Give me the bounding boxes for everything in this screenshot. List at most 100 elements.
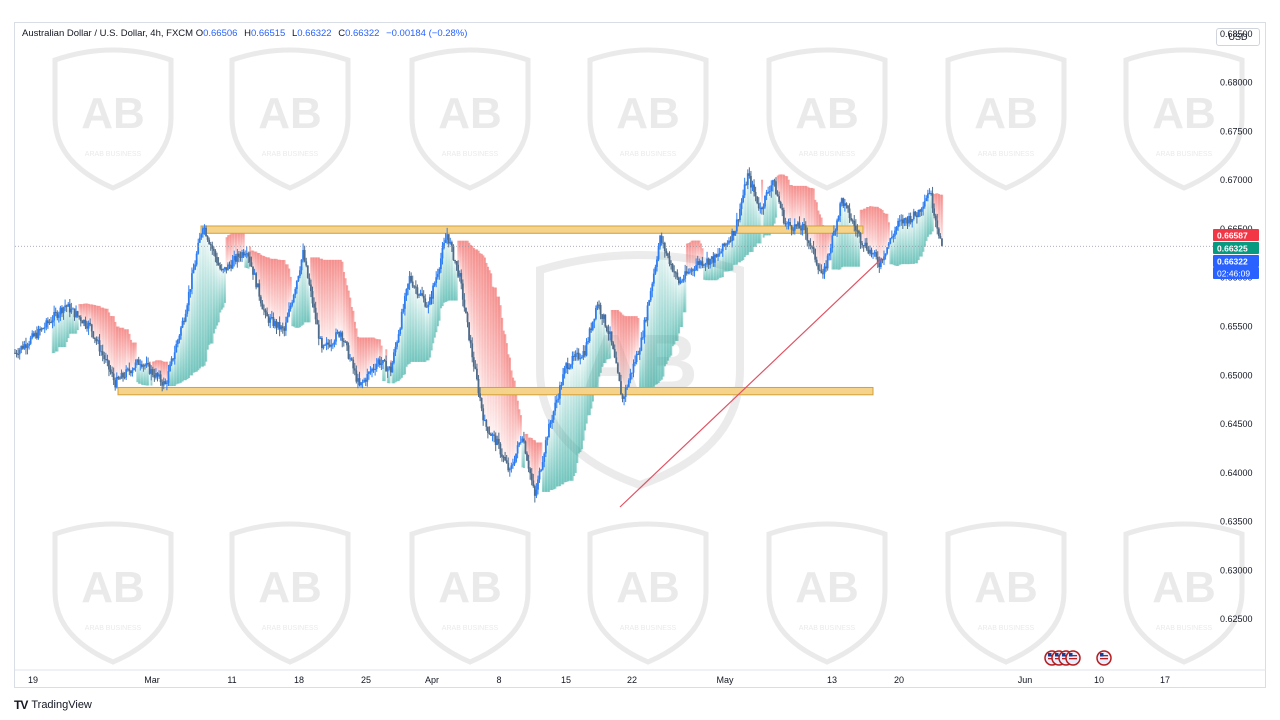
price-tick-label: 0.64000 xyxy=(1220,468,1253,478)
candle-body xyxy=(803,224,806,226)
candle-body xyxy=(886,247,889,254)
candle-body xyxy=(521,438,524,442)
candle-body xyxy=(402,308,405,312)
candle-body xyxy=(162,381,165,386)
candle-body xyxy=(715,254,718,257)
candle-body xyxy=(552,411,555,420)
candle-body xyxy=(145,362,148,366)
candle-body xyxy=(591,321,594,330)
candle-body xyxy=(383,360,386,362)
candle-body xyxy=(144,365,146,367)
candle-body xyxy=(508,468,511,471)
candle-body xyxy=(346,341,348,346)
candle-body xyxy=(208,239,211,245)
candle-body xyxy=(125,369,128,378)
candle-body xyxy=(280,326,283,330)
candle-body xyxy=(637,353,640,355)
candle-body xyxy=(72,308,74,310)
candle-body xyxy=(659,235,662,248)
candle-body xyxy=(363,379,366,382)
candle-body xyxy=(693,270,696,272)
currency-button[interactable]: USD xyxy=(1216,28,1260,46)
candle-body xyxy=(216,256,218,264)
candle-body xyxy=(482,408,485,421)
candle-body xyxy=(347,345,350,359)
candle-body xyxy=(695,265,698,271)
candle-body xyxy=(649,291,652,301)
candle-body xyxy=(281,326,284,329)
candles xyxy=(14,167,943,503)
candle-body xyxy=(786,223,788,225)
candle-body xyxy=(609,331,611,335)
candle-body xyxy=(414,286,417,288)
candle-body xyxy=(820,270,823,274)
open-label: O xyxy=(195,28,204,39)
candle-body xyxy=(765,192,768,196)
candle-body xyxy=(513,461,516,465)
candle-body xyxy=(136,359,139,363)
candle-body xyxy=(26,345,29,348)
watermark-text: ARAB BUSINESS xyxy=(85,625,142,632)
candle-body xyxy=(176,339,179,345)
candle-body xyxy=(223,267,226,270)
candle-body xyxy=(574,354,577,357)
candle-body xyxy=(65,305,68,307)
symbol-title[interactable]: Australian Dollar / U.S. Dollar, 4h, FXC… xyxy=(22,28,194,39)
candle-body xyxy=(247,253,250,257)
candle-body xyxy=(468,322,470,341)
watermark-shield-icon: AB ARAB BUSINESS xyxy=(945,521,1067,665)
candle-body xyxy=(465,307,467,314)
candle-body xyxy=(200,234,203,238)
candle-body xyxy=(768,191,771,193)
candle-body xyxy=(266,312,268,317)
candle-body xyxy=(469,340,472,344)
candle-body xyxy=(897,220,900,227)
candle-body xyxy=(879,259,882,268)
candle-body xyxy=(751,184,754,188)
candle-body xyxy=(140,364,143,367)
candle-body xyxy=(331,344,334,346)
candle-body xyxy=(681,280,683,282)
candle-body xyxy=(718,253,721,255)
candle-body xyxy=(325,342,328,345)
candle-body xyxy=(73,308,76,318)
candle-body xyxy=(692,269,694,271)
candle-body xyxy=(809,243,812,247)
watermark-logo: AB xyxy=(1152,563,1216,612)
candle-body xyxy=(519,441,522,443)
candle-body xyxy=(474,366,477,369)
candle-body xyxy=(499,443,502,455)
candle-body xyxy=(148,363,151,374)
candle-body xyxy=(524,441,527,454)
candle-body xyxy=(512,464,514,466)
candle-body xyxy=(709,258,712,265)
candle-body xyxy=(430,297,433,299)
candle-body xyxy=(341,332,344,341)
candle-body xyxy=(920,208,923,212)
candle-body xyxy=(900,219,903,221)
candle-body xyxy=(333,341,336,345)
candle-body xyxy=(660,235,663,243)
candle-body xyxy=(236,253,239,262)
candle-body xyxy=(452,245,455,260)
candle-body xyxy=(377,359,380,364)
candle-body xyxy=(357,378,359,382)
candle-body xyxy=(915,215,918,218)
candle-body xyxy=(646,305,649,321)
candle-body xyxy=(267,316,270,323)
candle-body xyxy=(429,297,431,305)
watermark-text: ARAB BUSINESS xyxy=(620,625,677,632)
candle-body xyxy=(477,379,480,394)
candle-body xyxy=(869,249,871,254)
candle-body xyxy=(319,338,322,340)
candle-body xyxy=(59,307,62,315)
candle-body xyxy=(454,259,456,262)
candle-body xyxy=(894,230,896,236)
candle-body xyxy=(629,373,632,381)
candle-body xyxy=(252,266,254,275)
candle-body xyxy=(804,225,807,234)
watermark-logo: AB xyxy=(81,89,145,138)
candle-body xyxy=(770,185,773,192)
footer-brand[interactable]: TV TradingView xyxy=(14,698,92,712)
